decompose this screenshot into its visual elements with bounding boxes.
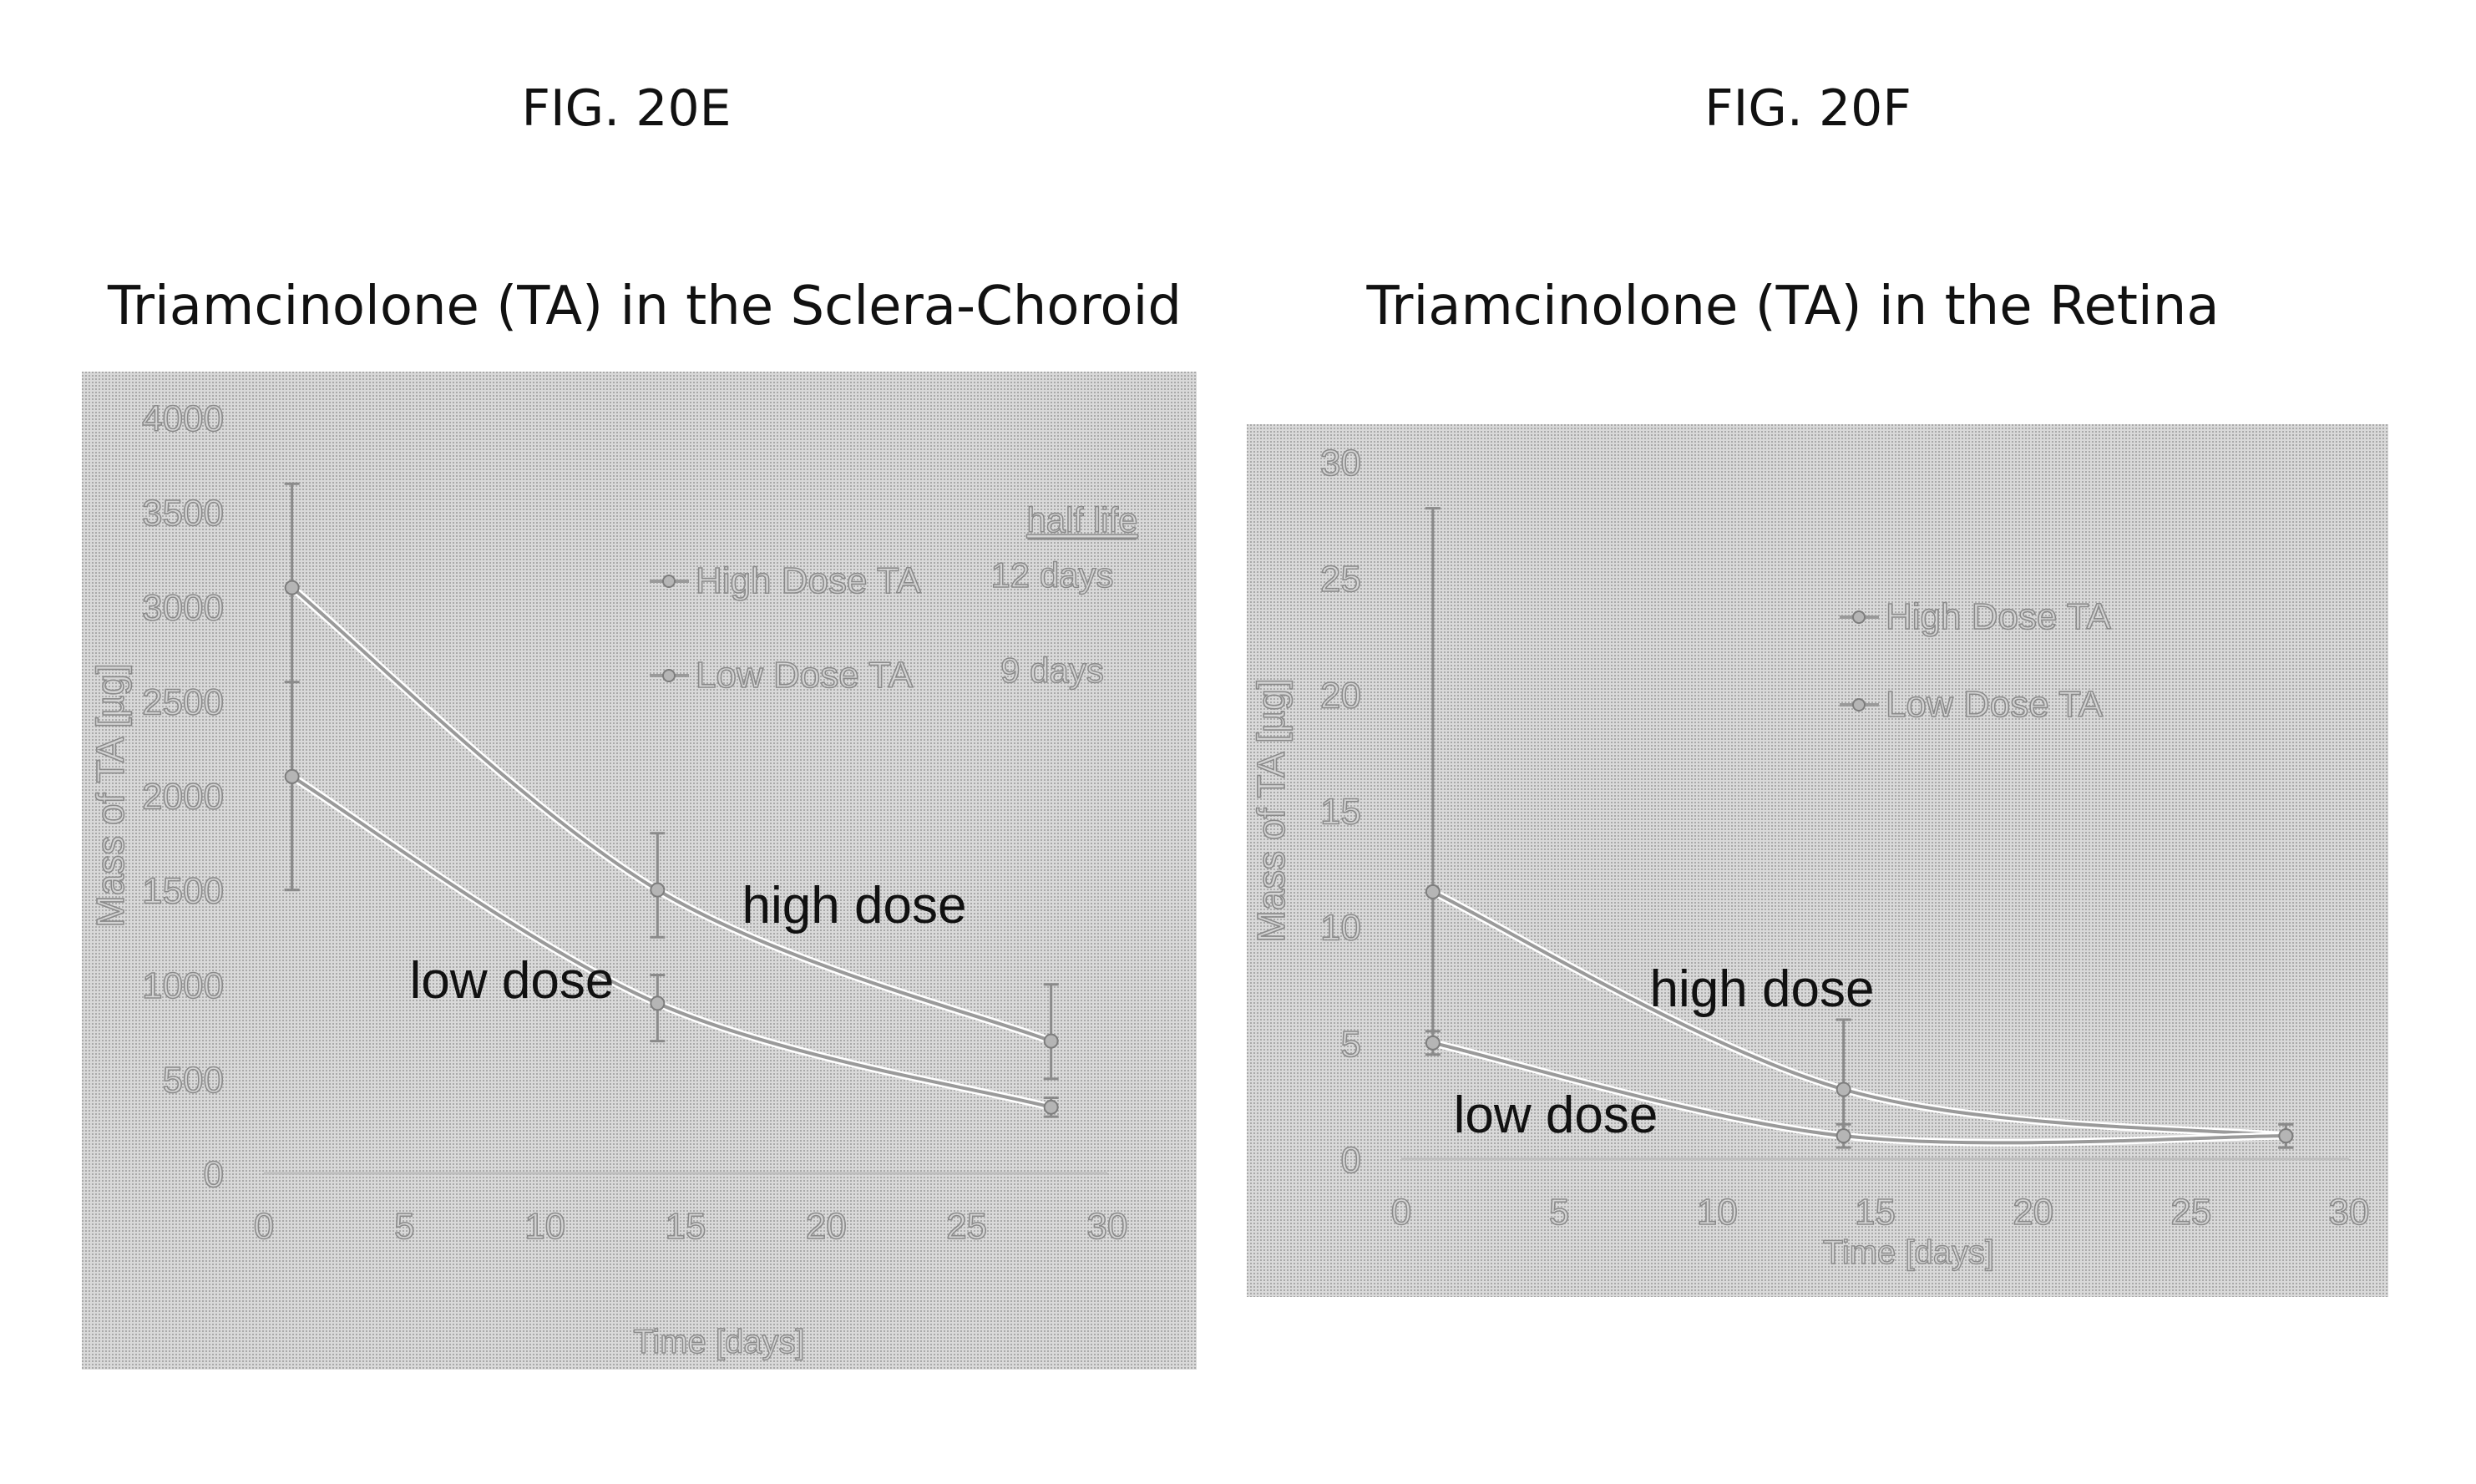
x-tick-label: 25 — [946, 1206, 987, 1247]
x-axis-title: Time [days] — [1823, 1234, 1994, 1271]
y-tick-label: 500 — [163, 1060, 224, 1101]
x-tick-label: 25 — [2170, 1192, 2211, 1233]
x-tick-label: 0 — [254, 1206, 274, 1247]
legend-label: Low Dose TA — [696, 655, 914, 696]
data-point — [284, 580, 300, 595]
chart-background — [1247, 424, 2388, 1297]
y-tick-label: 2000 — [142, 777, 224, 818]
legend-title: half life — [1026, 500, 1137, 539]
figure-label-left: FIG. 20E — [521, 79, 732, 138]
legend-label: Low Dose TA — [1886, 684, 2104, 725]
y-tick-label: 30 — [1320, 443, 1361, 484]
figure-label-right: FIG. 20F — [1704, 79, 1911, 138]
legend-marker — [662, 575, 676, 588]
y-axis-title: Mass of TA [µg] — [89, 663, 132, 927]
legend-label: High Dose TA — [696, 560, 921, 601]
chart-title-right: Triamcinolone (TA) in the Retina — [1366, 276, 2220, 337]
x-tick-label: 30 — [2329, 1192, 2370, 1233]
data-point — [284, 768, 300, 784]
x-tick-label: 20 — [806, 1206, 847, 1247]
dose-annotation: low dose — [410, 952, 615, 1010]
y-tick-label: 1500 — [142, 871, 224, 912]
x-tick-label: 5 — [1549, 1192, 1569, 1233]
y-tick-label: 1000 — [142, 965, 224, 1006]
retina-chart: 0 5 10 15 20 25 30 0 5 10 15 20 25 30 Time [days] Mass … — [1247, 424, 2388, 1297]
dose-annotation: low dose — [1454, 1086, 1658, 1144]
legend-marker — [662, 669, 676, 682]
x-axis-title: Time [days] — [633, 1324, 804, 1360]
y-tick-label: 5 — [1341, 1024, 1361, 1065]
x-tick-label: 0 — [1391, 1192, 1411, 1233]
y-tick-label: 15 — [1320, 792, 1361, 833]
y-tick-label: 25 — [1320, 559, 1361, 600]
y-tick-label: 0 — [1341, 1140, 1361, 1181]
data-point — [1043, 1099, 1059, 1115]
x-tick-label: 15 — [666, 1206, 706, 1247]
dose-annotation: high dose — [1650, 960, 1875, 1018]
half-life-value: 12 days — [990, 555, 1113, 595]
legend-label: High Dose TA — [1886, 596, 2111, 637]
data-point — [1425, 1035, 1441, 1051]
chart-title-left: Triamcinolone (TA) in the Sclera-Choroid — [108, 276, 1182, 337]
y-tick-label: 4000 — [142, 398, 224, 439]
data-point — [650, 995, 666, 1011]
x-tick-label: 15 — [1855, 1192, 1896, 1233]
legend-marker — [1852, 698, 1866, 712]
y-tick-label: 2500 — [142, 681, 224, 722]
data-point — [2278, 1128, 2294, 1144]
x-tick-label: 20 — [2013, 1192, 2053, 1233]
y-axis-title: Mass of TA [µg] — [1249, 678, 1293, 942]
legend-marker — [1852, 610, 1866, 624]
x-tick-label: 30 — [1087, 1206, 1128, 1247]
y-tick-label: 20 — [1320, 675, 1361, 716]
sclera-choroid-chart: 0 500 1000 1500 2000 2500 3000 3500 4000 0 5 10 15 20… — [82, 372, 1197, 1370]
data-point — [1425, 884, 1441, 899]
data-point — [650, 882, 666, 898]
dose-annotation: high dose — [742, 877, 967, 934]
x-tick-label: 10 — [1697, 1192, 1738, 1233]
x-tick-label: 5 — [394, 1206, 414, 1247]
y-tick-label: 0 — [204, 1154, 224, 1195]
y-tick-label: 3000 — [142, 587, 224, 628]
data-point — [1835, 1128, 1851, 1144]
y-tick-label: 3500 — [142, 493, 224, 534]
y-tick-label: 10 — [1320, 908, 1361, 949]
half-life-value: 9 days — [1000, 651, 1104, 690]
data-point — [1043, 1033, 1059, 1049]
data-point — [1835, 1081, 1851, 1097]
x-tick-label: 10 — [524, 1206, 565, 1247]
chart-background — [82, 372, 1197, 1370]
